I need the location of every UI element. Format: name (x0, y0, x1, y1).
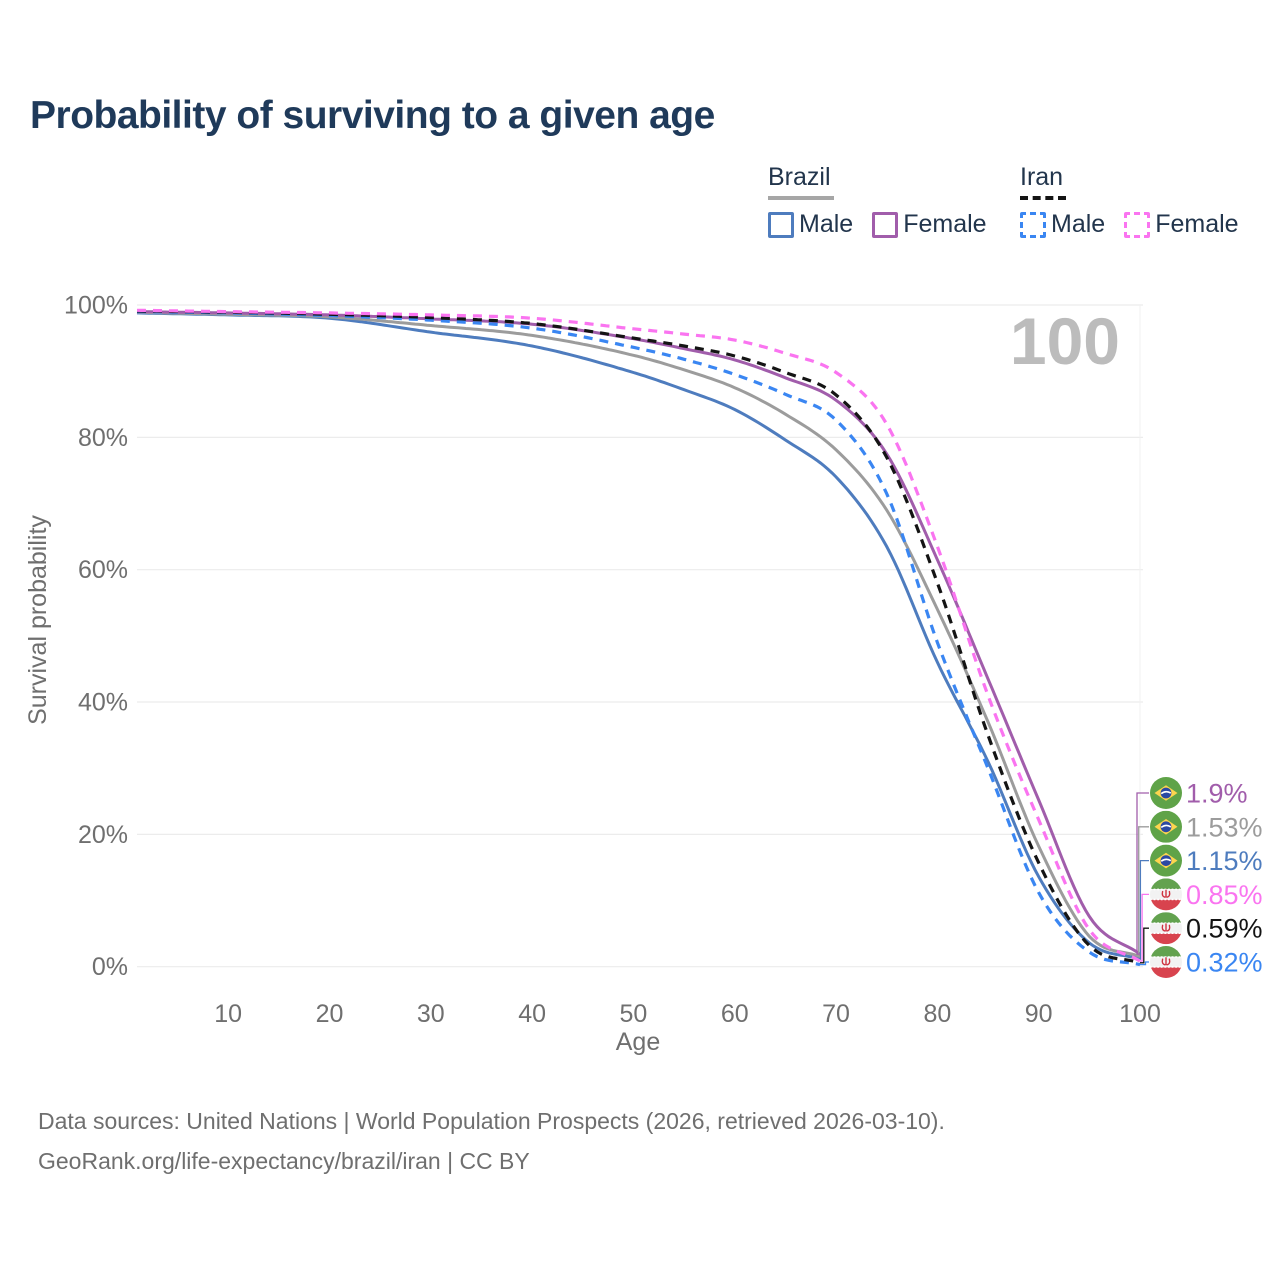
y-axis-title: Survival probability (24, 515, 52, 725)
end-label-leader-line (1138, 826, 1149, 958)
end-label-leader-line (1136, 792, 1149, 955)
y-tick-label: 60% (78, 556, 128, 584)
legend-label-brazil-male[interactable]: Male (799, 210, 854, 238)
legend-checkbox-iran-female[interactable] (1124, 211, 1151, 238)
x-tick-label: 60 (721, 1000, 749, 1028)
brazil-solid-line-sample (768, 196, 834, 200)
x-tick-label: 10 (214, 1000, 242, 1028)
series-line-brazil-female (136, 310, 1141, 956)
x-tick-label: 30 (417, 1000, 445, 1028)
end-value-label-brazil-total: 1.53% (1186, 812, 1263, 842)
age-frame-watermark: 100 (1010, 304, 1120, 378)
legend-checkbox-brazil-female[interactable] (872, 211, 899, 238)
x-tick-label: 70 (822, 1000, 850, 1028)
series-line-brazil-male (136, 311, 1141, 961)
end-value-label-brazil-male: 1.15% (1186, 846, 1263, 876)
x-tick-label: 100 (1119, 1000, 1161, 1028)
footer-data-sources: Data sources: United Nations | World Pop… (38, 1108, 945, 1134)
y-tick-label: 40% (78, 689, 128, 717)
x-tick-label: 20 (316, 1000, 344, 1028)
end-value-label-iran-male: 0.32% (1186, 948, 1263, 978)
legend-label-brazil-female[interactable]: Female (903, 210, 987, 238)
end-label-leader-line (1140, 927, 1149, 964)
legend-label-iran-male[interactable]: Male (1051, 210, 1106, 238)
brazil-flag-icon (1150, 810, 1182, 843)
end-value-label-brazil-female: 1.9% (1186, 779, 1248, 809)
end-label-leader-line (1140, 961, 1149, 966)
brazil-flag-icon (1150, 844, 1182, 877)
end-label-leader-line (1140, 893, 1149, 962)
legend-checkbox-brazil-male[interactable] (768, 211, 794, 238)
legend-country-iran[interactable]: Iran (1020, 163, 1064, 191)
page-title: Probability of surviving to a given age (30, 94, 715, 137)
series-line-iran-male (136, 310, 1141, 967)
y-tick-label: 0% (92, 953, 128, 981)
legend-country-brazil[interactable]: Brazil (768, 163, 831, 191)
series-line-iran-total (137, 309, 1141, 965)
end-value-label-iran-female: 0.85% (1186, 880, 1263, 910)
legend-label-iran-female[interactable]: Female (1155, 210, 1239, 238)
iran-flag-icon (1150, 912, 1182, 944)
iran-flag-icon (1150, 946, 1182, 978)
legend-group-brazil: Brazil Male Female (768, 163, 987, 239)
footer-attribution[interactable]: GeoRank.org/life-expectancy/brazil/iran … (38, 1148, 530, 1174)
x-tick-label: 40 (518, 1000, 546, 1028)
series-line-brazil-total (136, 310, 1141, 959)
iran-dashed-line-sample (1020, 196, 1066, 200)
brazil-flag-icon (1150, 777, 1182, 809)
legend-checkbox-iran-male[interactable] (1020, 211, 1046, 238)
x-tick-label: 90 (1025, 1000, 1053, 1028)
end-value-label-iran-total: 0.59% (1186, 914, 1263, 944)
iran-flag-icon (1150, 878, 1182, 910)
series-line-iran-female (136, 308, 1141, 963)
y-tick-label: 100% (64, 292, 128, 320)
x-tick-label: 50 (620, 1000, 648, 1028)
x-tick-label: 80 (923, 1000, 951, 1028)
y-tick-label: 20% (78, 821, 128, 849)
legend-group-iran: Iran Male Female (1020, 163, 1239, 239)
y-tick-label: 80% (78, 424, 128, 452)
end-label-leader-line (1139, 859, 1149, 960)
x-axis-title: Age (616, 1028, 660, 1056)
